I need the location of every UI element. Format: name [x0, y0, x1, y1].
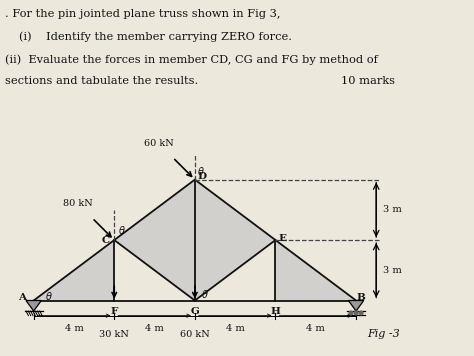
Text: F: F — [110, 307, 118, 316]
Text: G: G — [191, 307, 199, 316]
Text: sections and tabulate the results.: sections and tabulate the results. — [5, 77, 198, 87]
Text: (i)    Identify the member carrying ZERO force.: (i) Identify the member carrying ZERO fo… — [19, 32, 292, 42]
Polygon shape — [275, 240, 356, 300]
Text: 4 m: 4 m — [145, 324, 164, 333]
Text: 80 kN: 80 kN — [63, 199, 93, 208]
Text: $\theta$: $\theta$ — [198, 165, 205, 177]
Text: H: H — [271, 307, 281, 316]
Circle shape — [359, 311, 363, 315]
Text: 4 m: 4 m — [64, 324, 83, 333]
Polygon shape — [114, 180, 195, 300]
Polygon shape — [26, 300, 41, 311]
Text: Fig -3: Fig -3 — [368, 329, 401, 339]
Polygon shape — [348, 300, 364, 311]
Text: 4 m: 4 m — [226, 324, 245, 333]
Polygon shape — [34, 240, 114, 300]
Text: (ii)  Evaluate the forces in member CD, CG and FG by method of: (ii) Evaluate the forces in member CD, C… — [5, 54, 378, 64]
Text: C: C — [101, 236, 109, 245]
Text: 3 m: 3 m — [383, 205, 402, 214]
Text: 10 marks: 10 marks — [341, 77, 395, 87]
Text: D: D — [197, 172, 207, 181]
Text: . For the pin jointed plane truss shown in Fig 3,: . For the pin jointed plane truss shown … — [5, 9, 280, 19]
Circle shape — [354, 311, 358, 315]
Text: 30 kN: 30 kN — [100, 330, 129, 339]
Text: 4 m: 4 m — [306, 324, 325, 333]
Circle shape — [349, 311, 353, 315]
Text: 3 m: 3 m — [383, 266, 402, 275]
Polygon shape — [195, 180, 275, 300]
Text: B: B — [356, 293, 365, 302]
Text: $\theta$: $\theta$ — [201, 288, 209, 300]
Text: A: A — [18, 293, 27, 302]
Text: 60 kN: 60 kN — [180, 330, 210, 339]
Text: 60 kN: 60 kN — [144, 140, 173, 148]
Text: $\theta$: $\theta$ — [118, 224, 126, 236]
Text: E: E — [279, 234, 286, 242]
Text: $\theta$: $\theta$ — [45, 290, 53, 302]
